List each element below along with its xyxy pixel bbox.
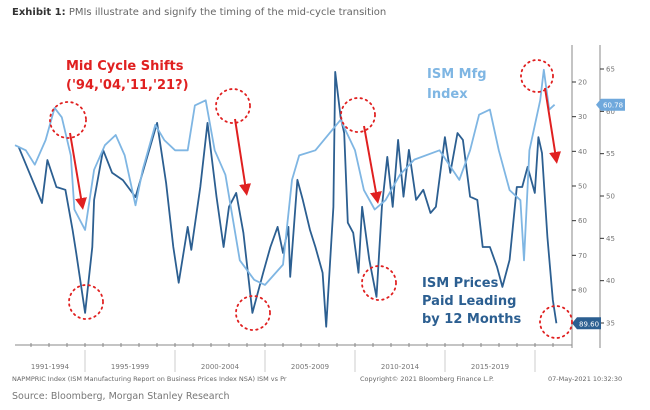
prices-axis-tick-label: 80 (578, 287, 587, 295)
trough-circle-2004 (235, 295, 271, 331)
ism-axis-tick-label: 65 (606, 66, 615, 74)
x-tick-label: 2000-2004 (201, 363, 240, 371)
prices-axis-tick-label: 40 (578, 148, 587, 156)
ism-axis-tick-label: 60 (606, 108, 615, 116)
ism-axis-tick-label: 55 (606, 150, 615, 158)
prices-axis-tick-label: 20 (578, 79, 587, 87)
prices-paid-series-line (17, 71, 558, 328)
x-tick-label: 2010-2014 (381, 363, 420, 371)
prices-last-value-badge-bg (572, 317, 601, 330)
x-tick-label: 1995-1999 (111, 363, 149, 371)
prices-series-label-2: Paid Leading (422, 294, 516, 309)
mid-cycle-years: ('94,'04,'11,'21?) (66, 78, 189, 93)
ism-mfg-series-line (14, 68, 556, 286)
prices-series-label-1: ISM Prices (422, 276, 499, 291)
trough-circle-2011 (361, 265, 397, 301)
prices-series-label-3: by 12 Months (422, 312, 522, 327)
exhibit-title: Exhibit 1: PMIs illustrate and signify t… (12, 7, 386, 18)
trough-circle-2021 (539, 305, 573, 339)
ism-axis-tick-label: 45 (606, 235, 615, 243)
trough-circle-1994 (68, 284, 104, 320)
footer-left: NAPMPRIC Index (ISM Manufacturing Report… (12, 375, 287, 383)
ism-axis-tick-label: 40 (606, 277, 615, 285)
arrow-2011 (363, 125, 382, 204)
arrow-2021 (544, 87, 561, 164)
arrow-2004 (234, 118, 252, 196)
x-tick-label: 2015-2019 (471, 363, 509, 371)
mid-cycle-title: Mid Cycle Shifts (66, 59, 184, 74)
footer-copyright: Copyright© 2021 Bloomberg Finance L.P. (360, 375, 494, 383)
ism-axis-tick-label: 35 (606, 320, 615, 328)
ism-series-label-1: ISM Mfg (427, 67, 487, 82)
peak-circle-2021 (520, 59, 554, 93)
prices-axis-tick-label: 50 (578, 183, 587, 191)
peak-circle-2004 (215, 88, 251, 124)
peak-circle-1994 (49, 101, 87, 139)
ism-last-value-badge-bg (596, 98, 625, 111)
prices-axis-tick-label: 70 (578, 252, 587, 260)
exhibit-label: Exhibit 1: (12, 7, 66, 18)
prices-axis-tick-label: 30 (578, 113, 587, 121)
ism-series-label-2: Index (427, 87, 468, 102)
ism-axis-tick-label: 50 (606, 193, 615, 201)
x-tick-label: 1991-1994 (31, 363, 70, 371)
exhibit-title-text: PMIs illustrate and signify the timing o… (68, 7, 387, 18)
x-tick-label: 2005-2009 (291, 363, 329, 371)
source-note: Source: Bloomberg, Morgan Stanley Resear… (12, 391, 230, 402)
prices-axis-tick-label: 60 (578, 217, 587, 225)
footer-timestamp: 07-May-2021 10:32:30 (548, 375, 622, 383)
peak-circle-2011 (340, 97, 376, 133)
ism-last-value-badge: 60.78 (603, 102, 623, 110)
arrow-1994 (69, 132, 87, 210)
prices-last-value-badge: 89.60 (579, 320, 599, 328)
